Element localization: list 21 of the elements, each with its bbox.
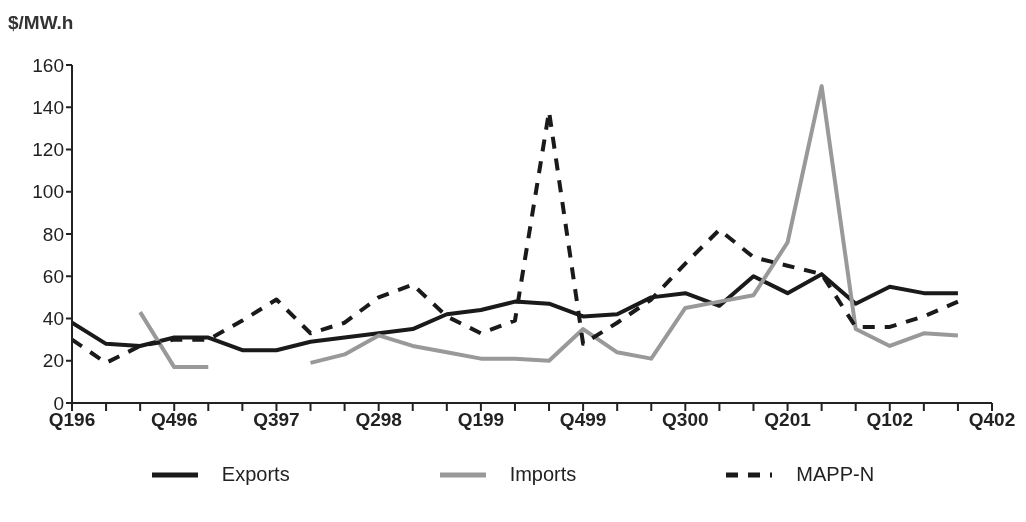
- x-tick-label: Q298: [355, 409, 402, 431]
- x-tick-label: Q300: [662, 409, 709, 431]
- y-tick-label: 80: [42, 223, 64, 245]
- x-tick-label: Q499: [559, 409, 607, 431]
- x-tick-label: Q201: [764, 409, 812, 431]
- x-tick-label: Q496: [150, 409, 198, 431]
- y-tick-label: 120: [32, 139, 64, 161]
- y-tick-label: 100: [32, 181, 64, 203]
- y-tick-label: 160: [32, 54, 64, 76]
- legend-label: Imports: [509, 463, 577, 486]
- y-tick-label: 60: [42, 265, 64, 287]
- x-tick-label: Q402: [968, 409, 1016, 431]
- y-tick-label: 40: [42, 308, 64, 330]
- x-tick-label: Q397: [253, 409, 300, 431]
- y-tick-label: 20: [42, 350, 64, 372]
- x-tick-label: Q102: [866, 409, 914, 431]
- x-tick-label: Q199: [457, 409, 505, 431]
- y-axis-title: $/MW.h: [8, 11, 75, 35]
- y-tick-label: 140: [32, 97, 64, 118]
- legend-label: MAPP-N: [796, 463, 875, 486]
- legend-label: Exports: [221, 463, 290, 486]
